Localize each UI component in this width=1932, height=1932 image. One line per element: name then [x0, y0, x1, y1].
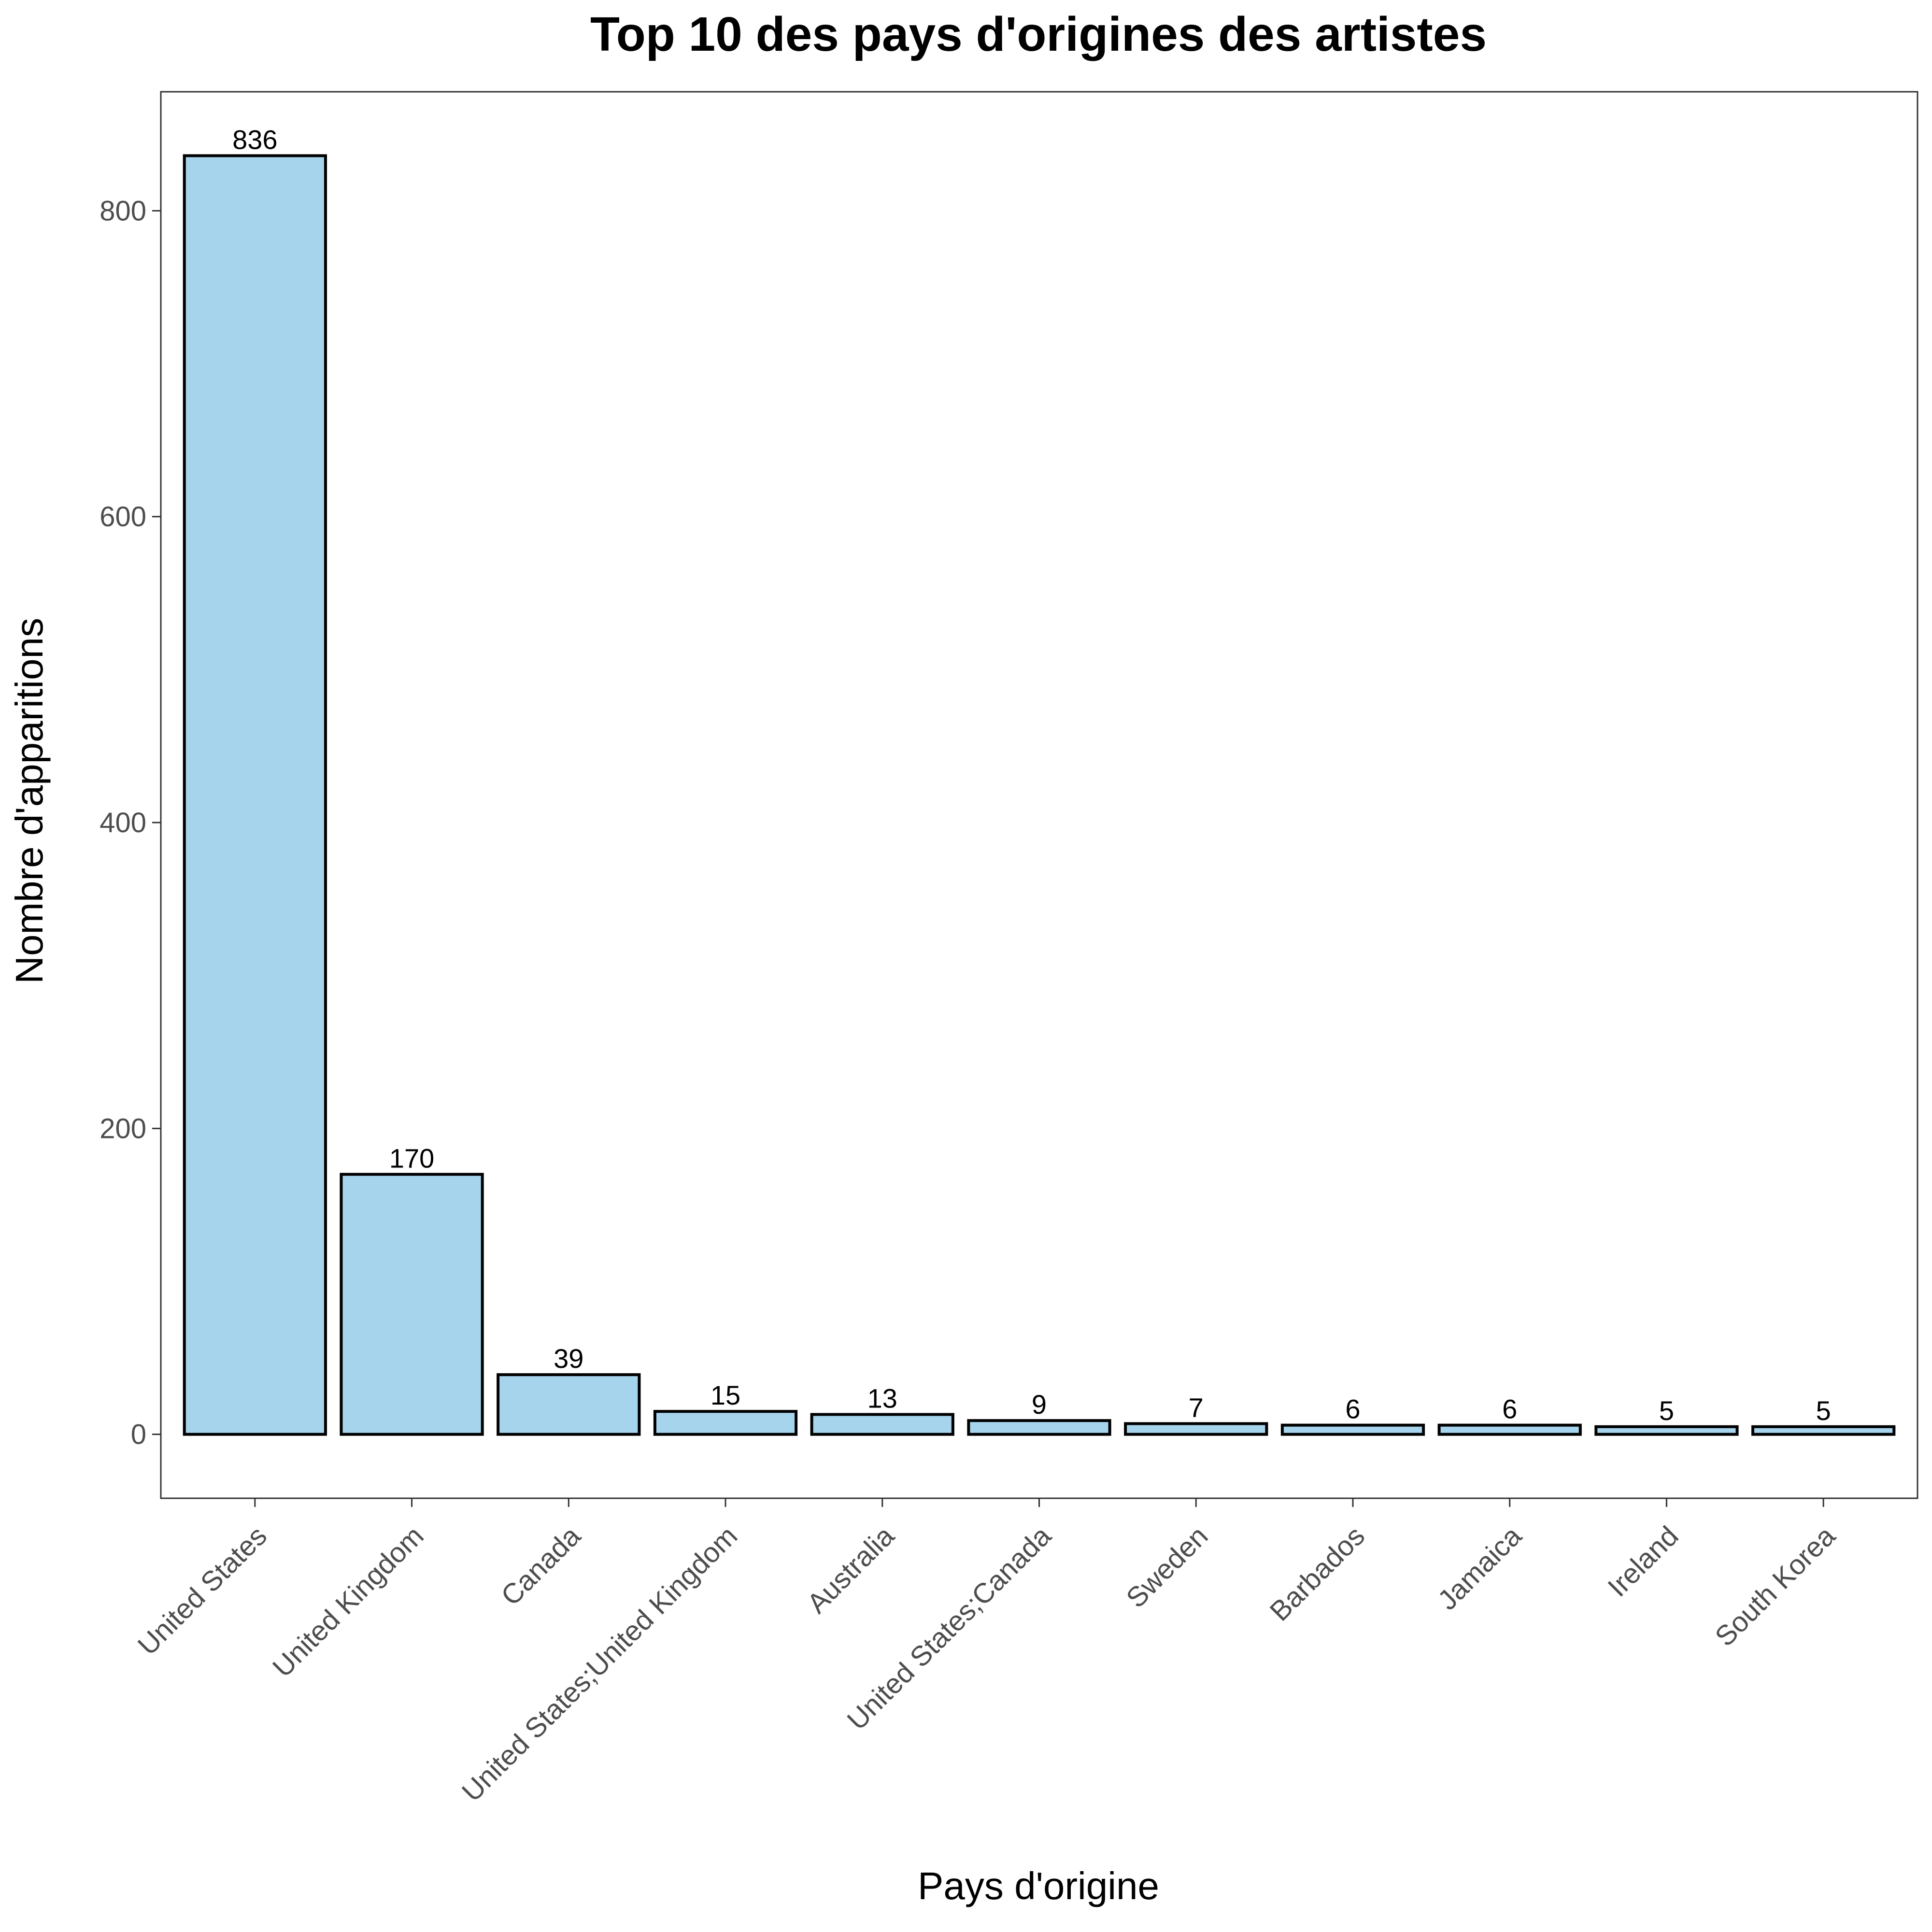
- bar: [1594, 1425, 1739, 1436]
- y-tick-label: 400: [99, 807, 146, 838]
- x-tick-label: Jamaica: [1432, 1520, 1528, 1616]
- data-label: 170: [389, 1143, 434, 1173]
- data-label: 6: [1345, 1394, 1360, 1424]
- data-label: 836: [232, 124, 277, 155]
- x-tick-label: United States: [132, 1520, 273, 1661]
- bar: [967, 1419, 1111, 1436]
- data-label: 13: [867, 1383, 897, 1413]
- bars: [183, 154, 1896, 1436]
- data-labels: 836 170 39 15 13 9 7 6 6 5 5: [232, 124, 1831, 1425]
- bar: [1280, 1423, 1425, 1436]
- y-axis-title: Nombre d'apparitions: [8, 618, 51, 984]
- data-label: 39: [554, 1343, 583, 1374]
- y-tick-label: 800: [99, 195, 146, 227]
- x-axis-title: Pays d'origine: [918, 1864, 1159, 1907]
- bar: [1124, 1422, 1268, 1436]
- x-tick-label: Canada: [495, 1520, 587, 1612]
- x-tick-label: Barbados: [1264, 1520, 1371, 1627]
- data-label: 5: [1659, 1395, 1674, 1426]
- data-label: 15: [710, 1380, 740, 1410]
- x-tick-label: United States;United Kingdom: [456, 1520, 743, 1807]
- x-tick-label: Australia: [801, 1520, 900, 1619]
- x-tick-label: Ireland: [1602, 1520, 1684, 1603]
- bar: [340, 1173, 484, 1436]
- x-tick-label: South Korea: [1709, 1520, 1841, 1652]
- bar: [183, 154, 327, 1436]
- bar: [653, 1410, 798, 1436]
- x-tick-label: Sweden: [1120, 1520, 1214, 1614]
- bar: [1437, 1423, 1582, 1436]
- y-tick-label: 200: [99, 1113, 146, 1144]
- chart-title: Top 10 des pays d'origines des artistes: [590, 7, 1487, 61]
- y-axis: 0 200 400 600 800: [99, 195, 161, 1450]
- y-tick-label: 600: [99, 501, 146, 533]
- bar: [1751, 1425, 1896, 1436]
- data-label: 7: [1189, 1392, 1204, 1422]
- y-tick-label: 0: [131, 1419, 146, 1450]
- data-label: 9: [1032, 1389, 1047, 1420]
- x-tick-label: United Kingdom: [267, 1520, 430, 1683]
- data-label: 6: [1502, 1394, 1517, 1424]
- data-label: 5: [1816, 1395, 1831, 1426]
- bar: [810, 1413, 954, 1436]
- bar: [497, 1373, 641, 1436]
